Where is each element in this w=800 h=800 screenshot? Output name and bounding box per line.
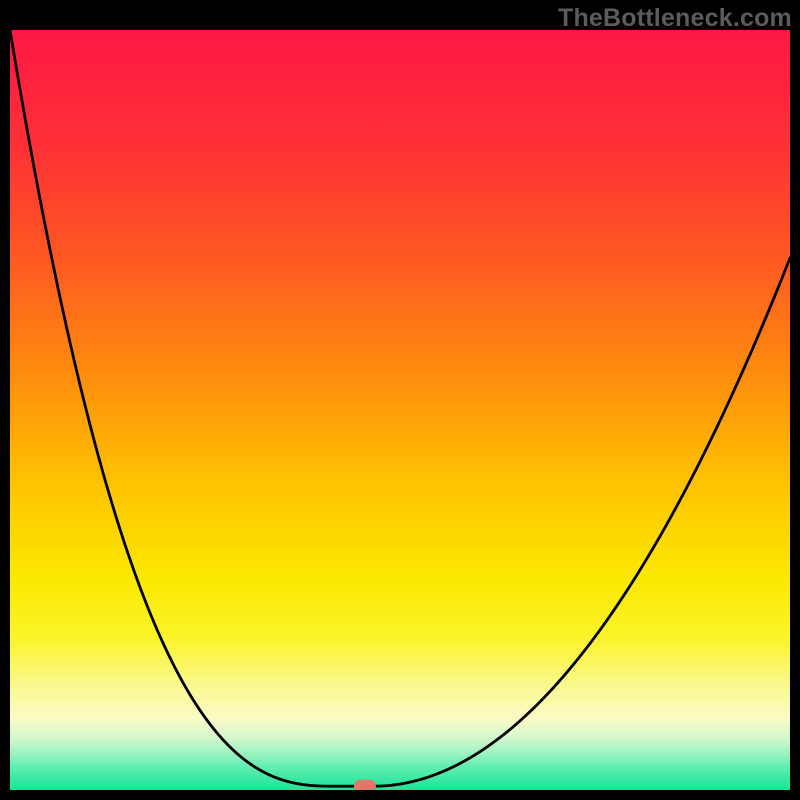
bottleneck-chart bbox=[0, 0, 800, 800]
plot-background bbox=[10, 30, 790, 790]
chart-container: TheBottleneck.com bbox=[0, 0, 800, 800]
watermark-label: TheBottleneck.com bbox=[558, 4, 792, 33]
